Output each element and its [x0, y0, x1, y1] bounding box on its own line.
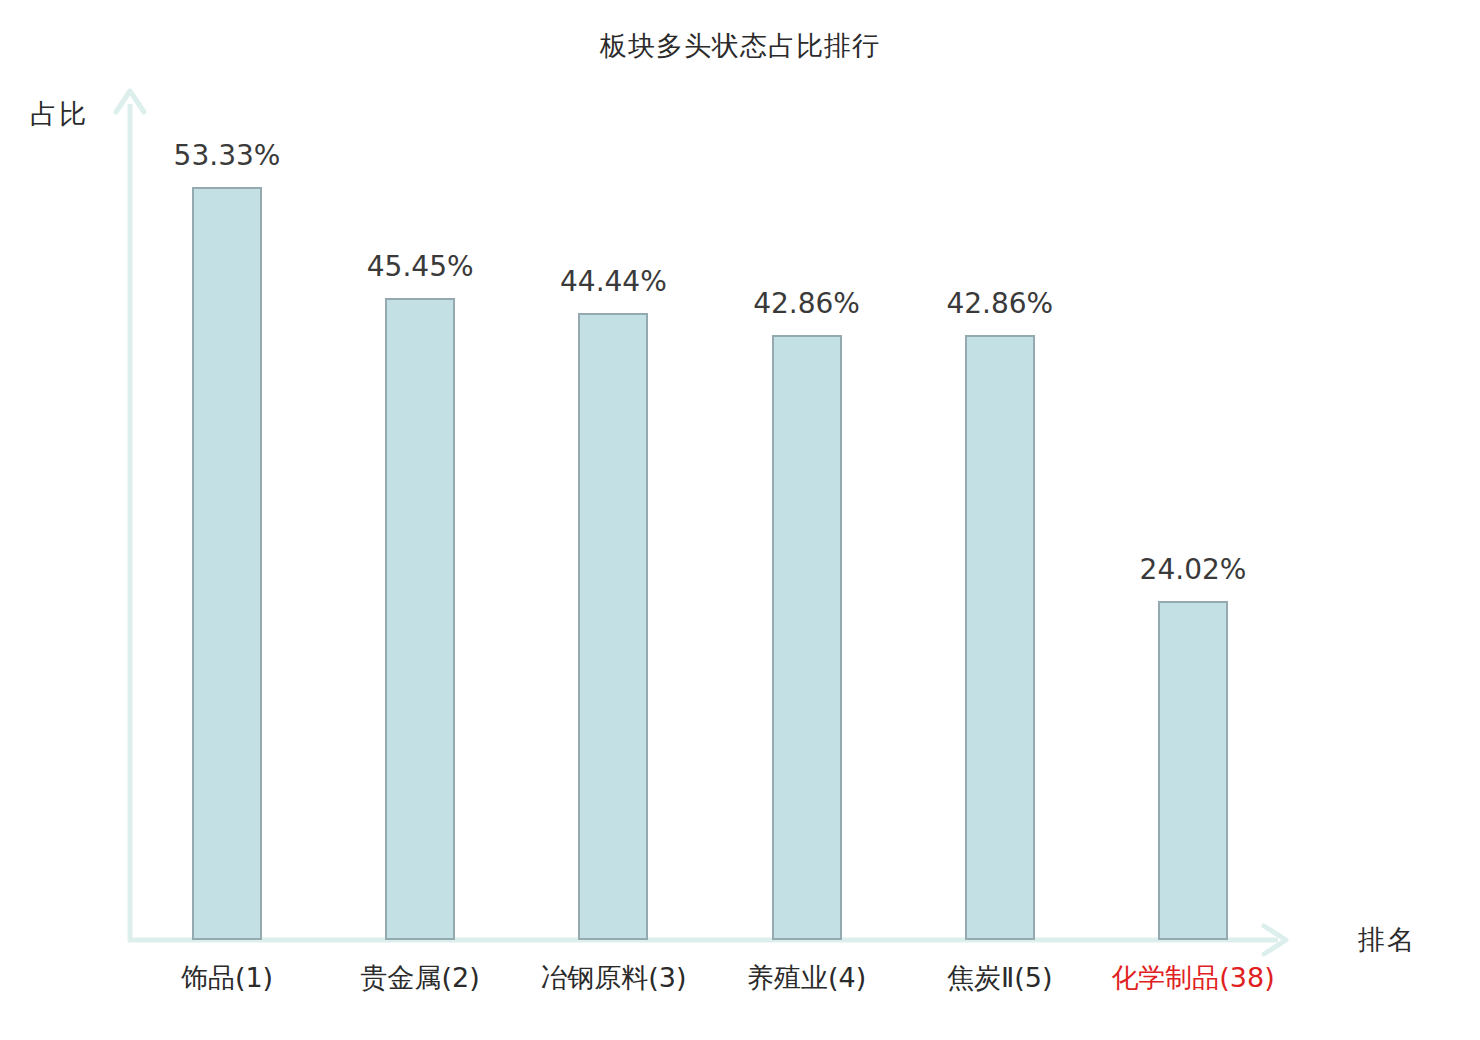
bar-value-label: 53.33% — [97, 137, 357, 175]
bar — [578, 313, 648, 940]
x-axis-label: 排名 — [1358, 922, 1416, 958]
x-axis-arrow-icon — [1264, 926, 1286, 954]
bar — [192, 187, 262, 940]
y-axis-arrow-icon — [116, 91, 144, 112]
bar — [772, 335, 842, 940]
bar — [1158, 601, 1228, 940]
chart-title: 板块多头状态占比排行 — [0, 28, 1480, 64]
bar-value-label: 24.02% — [1063, 551, 1323, 589]
bar — [965, 335, 1035, 940]
category-label: 化学制品(38) — [1043, 958, 1343, 998]
bar-value-label: 42.86% — [870, 285, 1130, 323]
bar — [385, 298, 455, 940]
y-axis-label: 占比 — [30, 96, 88, 132]
bar-chart: 板块多头状态占比排行 占比 排名 53.33%饰品(1)45.45%贵金属(2)… — [0, 0, 1480, 1040]
